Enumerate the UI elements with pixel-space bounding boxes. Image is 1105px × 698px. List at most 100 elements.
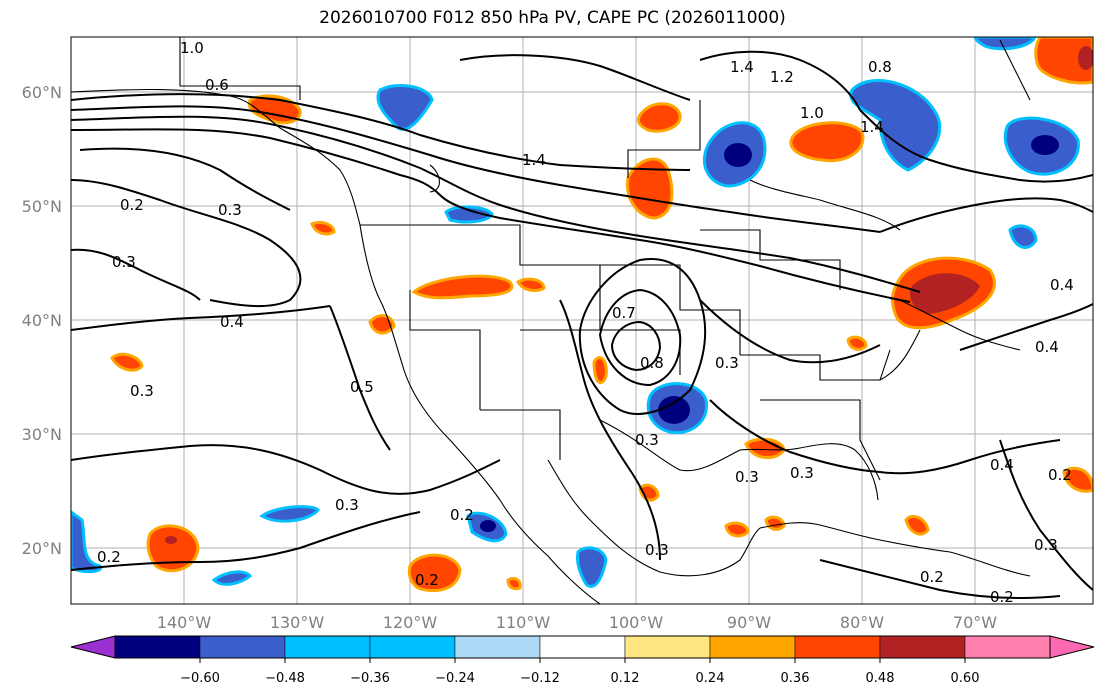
- contour-label: 0.3: [112, 253, 136, 271]
- contour-label: 0.3: [218, 201, 242, 219]
- cape-negative-area: [849, 79, 942, 172]
- contour-label: 0.8: [868, 58, 892, 76]
- contour-label: 1.0: [800, 104, 824, 122]
- contour-label: 0.4: [1035, 338, 1059, 356]
- cape-positive-area: [515, 277, 546, 292]
- contour-label: 0.3: [335, 496, 359, 514]
- contour-label: 0.3: [130, 382, 154, 400]
- contour-label: 1.2: [770, 68, 794, 86]
- cape-positive-core: [909, 273, 980, 314]
- pv-contours: [71, 50, 1093, 599]
- colorbar-segment: [539, 635, 626, 659]
- cape-positive-area: [1034, 37, 1093, 85]
- colorbar-tick-label: −0.12: [520, 671, 560, 686]
- lon-tick-label: 100°W: [609, 613, 664, 632]
- contour-label: 0.3: [1034, 536, 1058, 554]
- cape-negative-area: [259, 505, 321, 523]
- cape-negative-area: [1008, 224, 1038, 249]
- colorbar-segment: [369, 635, 456, 659]
- cape-negative-area: [71, 510, 103, 574]
- contour-label: 0.3: [790, 464, 814, 482]
- cape-negative-core: [658, 396, 690, 424]
- cape-positive-area: [636, 102, 682, 133]
- gridlines: [71, 37, 1093, 604]
- colorbar-tick-label: −0.60: [180, 671, 220, 686]
- map-frame: [70, 36, 1094, 605]
- colorbar-tick-label: −0.36: [350, 671, 390, 686]
- lat-tick-label: 60°N: [22, 83, 62, 102]
- lat-tick-label: 30°N: [22, 425, 62, 444]
- lon-tick-label: 70°W: [953, 613, 997, 632]
- cape-negative-core: [480, 520, 496, 532]
- lon-tick-label: 90°W: [727, 613, 771, 632]
- colorbar-tick-label: −0.24: [435, 671, 475, 686]
- colorbar-tick-label: 0.48: [866, 671, 895, 686]
- colorbar-segment: [879, 635, 966, 659]
- lon-tick-label: 80°W: [840, 613, 884, 632]
- cape-positive-area: [368, 314, 396, 335]
- cape-positive-area: [146, 524, 200, 573]
- cape-positive-area: [592, 356, 608, 385]
- cape-negative-core: [724, 143, 752, 167]
- cape-positive-area: [904, 514, 930, 536]
- colorbar-segment: [454, 635, 541, 659]
- colorbar: −0.60 −0.48 −0.36 −0.24 −0.12 0.12 0.24 …: [70, 635, 1095, 686]
- contour-label: 0.2: [97, 548, 121, 566]
- figure-title: 2026010700 F012 850 hPa PV, CAPE PC (202…: [319, 8, 786, 28]
- cape-positive-core: [165, 536, 177, 544]
- colorbar-frame: [114, 635, 1051, 659]
- lon-tick-label: 110°W: [496, 613, 551, 632]
- colorbar-tick-label: −0.48: [265, 671, 305, 686]
- contour-label: 0.4: [220, 313, 244, 331]
- lat-tick-label: 20°N: [22, 539, 62, 558]
- contour-label: 0.3: [715, 354, 739, 372]
- cape-shading: [71, 37, 1093, 593]
- map-panel: 1.0 0.6 1.4 1.4 1.2 1.0 1.4 0.8 0.2 0.3 …: [70, 36, 1094, 606]
- contour-label: 0.8: [640, 354, 664, 372]
- colorbar-segment: [709, 635, 796, 659]
- contour-label: 0.5: [350, 378, 374, 396]
- cape-positive-area: [846, 335, 868, 351]
- colorbar-segment: [624, 635, 711, 659]
- contour-label: 0.2: [1048, 466, 1072, 484]
- cape-positive-area: [247, 94, 302, 125]
- contour-label: 0.7: [612, 304, 636, 322]
- contour-label: 0.4: [1050, 276, 1074, 294]
- contour-label: 0.2: [415, 571, 439, 589]
- cape-positive-area: [407, 553, 462, 593]
- cape-positive-area: [1062, 466, 1093, 493]
- cape-positive-area: [724, 521, 750, 538]
- contour-label: 0.3: [635, 431, 659, 449]
- cape-negative-area: [576, 546, 608, 588]
- colorbar-segment: [284, 635, 371, 659]
- cape-negative-area: [211, 570, 253, 586]
- coastlines: [71, 37, 1031, 604]
- contour-label: 1.0: [180, 39, 204, 57]
- cape-negative-area: [973, 37, 1037, 51]
- lon-tick-label: 120°W: [383, 613, 438, 632]
- contour-label: 0.3: [645, 541, 669, 559]
- lat-axis: 60°N 50°N 40°N 30°N 20°N: [22, 83, 62, 558]
- cape-positive-area: [625, 157, 674, 220]
- colorbar-tick-label: 0.12: [611, 671, 640, 686]
- colorbar-extend-low: [70, 635, 116, 659]
- cape-positive-area: [411, 274, 514, 300]
- contour-label: 0.2: [450, 506, 474, 524]
- lon-tick-label: 140°W: [157, 613, 212, 632]
- contour-label: 0.2: [990, 588, 1014, 606]
- contour-label: 0.3: [735, 468, 759, 486]
- colorbar-segment: [199, 635, 286, 659]
- colorbar-tick-label: 0.24: [696, 671, 725, 686]
- contour-label: 0.2: [120, 196, 144, 214]
- colorbar-segment: [794, 635, 881, 659]
- contour-label: 0.6: [205, 76, 229, 94]
- cape-positive-area: [789, 121, 865, 163]
- contour-label: 1.4: [730, 58, 754, 76]
- cape-positive-area: [110, 352, 144, 372]
- cape-positive-area: [506, 576, 522, 591]
- contour-label: 1.4: [522, 151, 546, 169]
- cape-positive-core: [1078, 46, 1093, 70]
- contour-label: 0.2: [920, 568, 944, 586]
- contour-label: 1.4: [860, 118, 884, 136]
- contour-label-group: 1.0 0.6 1.4 1.4 1.2 1.0 1.4 0.8 0.2 0.3 …: [97, 39, 1074, 606]
